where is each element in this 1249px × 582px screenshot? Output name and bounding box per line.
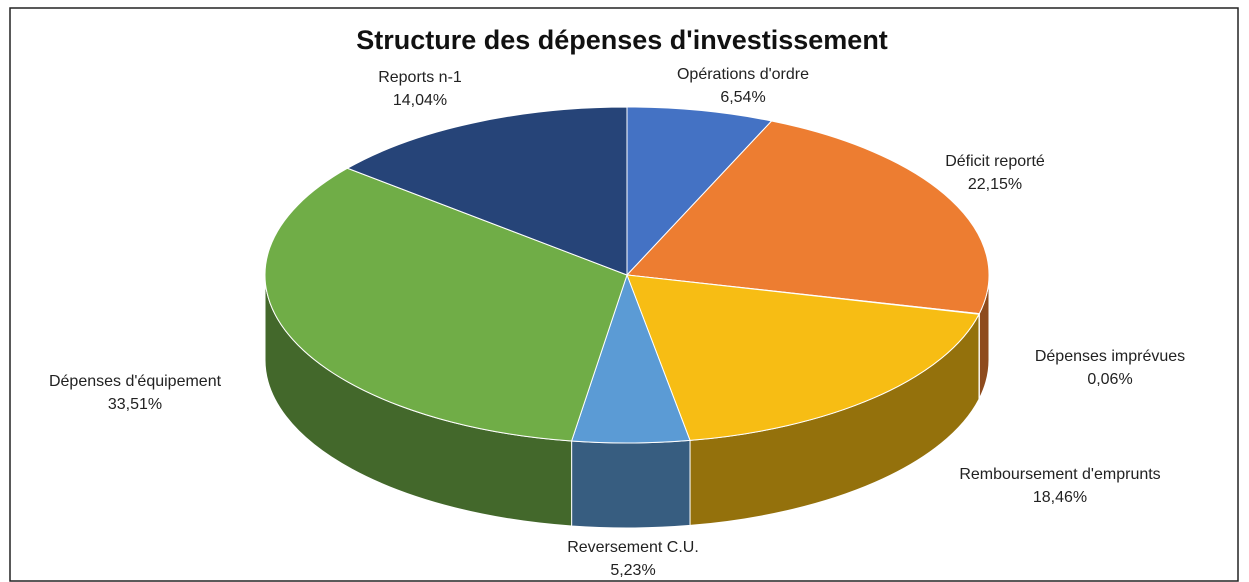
slice: [625, 120, 990, 315]
slice-value-label: 0,06%: [1087, 371, 1132, 388]
slice-label: Opérations d'ordre: [677, 66, 809, 83]
slice-label: Déficit reporté: [945, 153, 1045, 170]
slice-value-label: 18,46%: [1033, 489, 1087, 506]
chart-title: Structure des dépenses d'investissement: [356, 25, 888, 55]
slice-value-label: 14,04%: [393, 92, 447, 109]
slice-label: Dépenses d'équipement: [49, 373, 222, 390]
slice-label: Remboursement d'emprunts: [959, 466, 1160, 483]
slice-label: Reports n-1: [378, 69, 462, 86]
slice: [264, 167, 628, 442]
slice-value-label: 33,51%: [108, 396, 162, 413]
slice-value-label: 6,54%: [720, 89, 765, 106]
slice-value-label: 22,15%: [968, 176, 1022, 193]
slice-side: [571, 439, 691, 529]
slice-label: Dépenses imprévues: [1035, 348, 1185, 365]
slice: [346, 106, 628, 276]
slice-value-label: 5,23%: [610, 562, 655, 579]
slice-label: Reversement C.U.: [567, 539, 699, 556]
slice: [626, 106, 773, 277]
slice: [626, 274, 980, 441]
